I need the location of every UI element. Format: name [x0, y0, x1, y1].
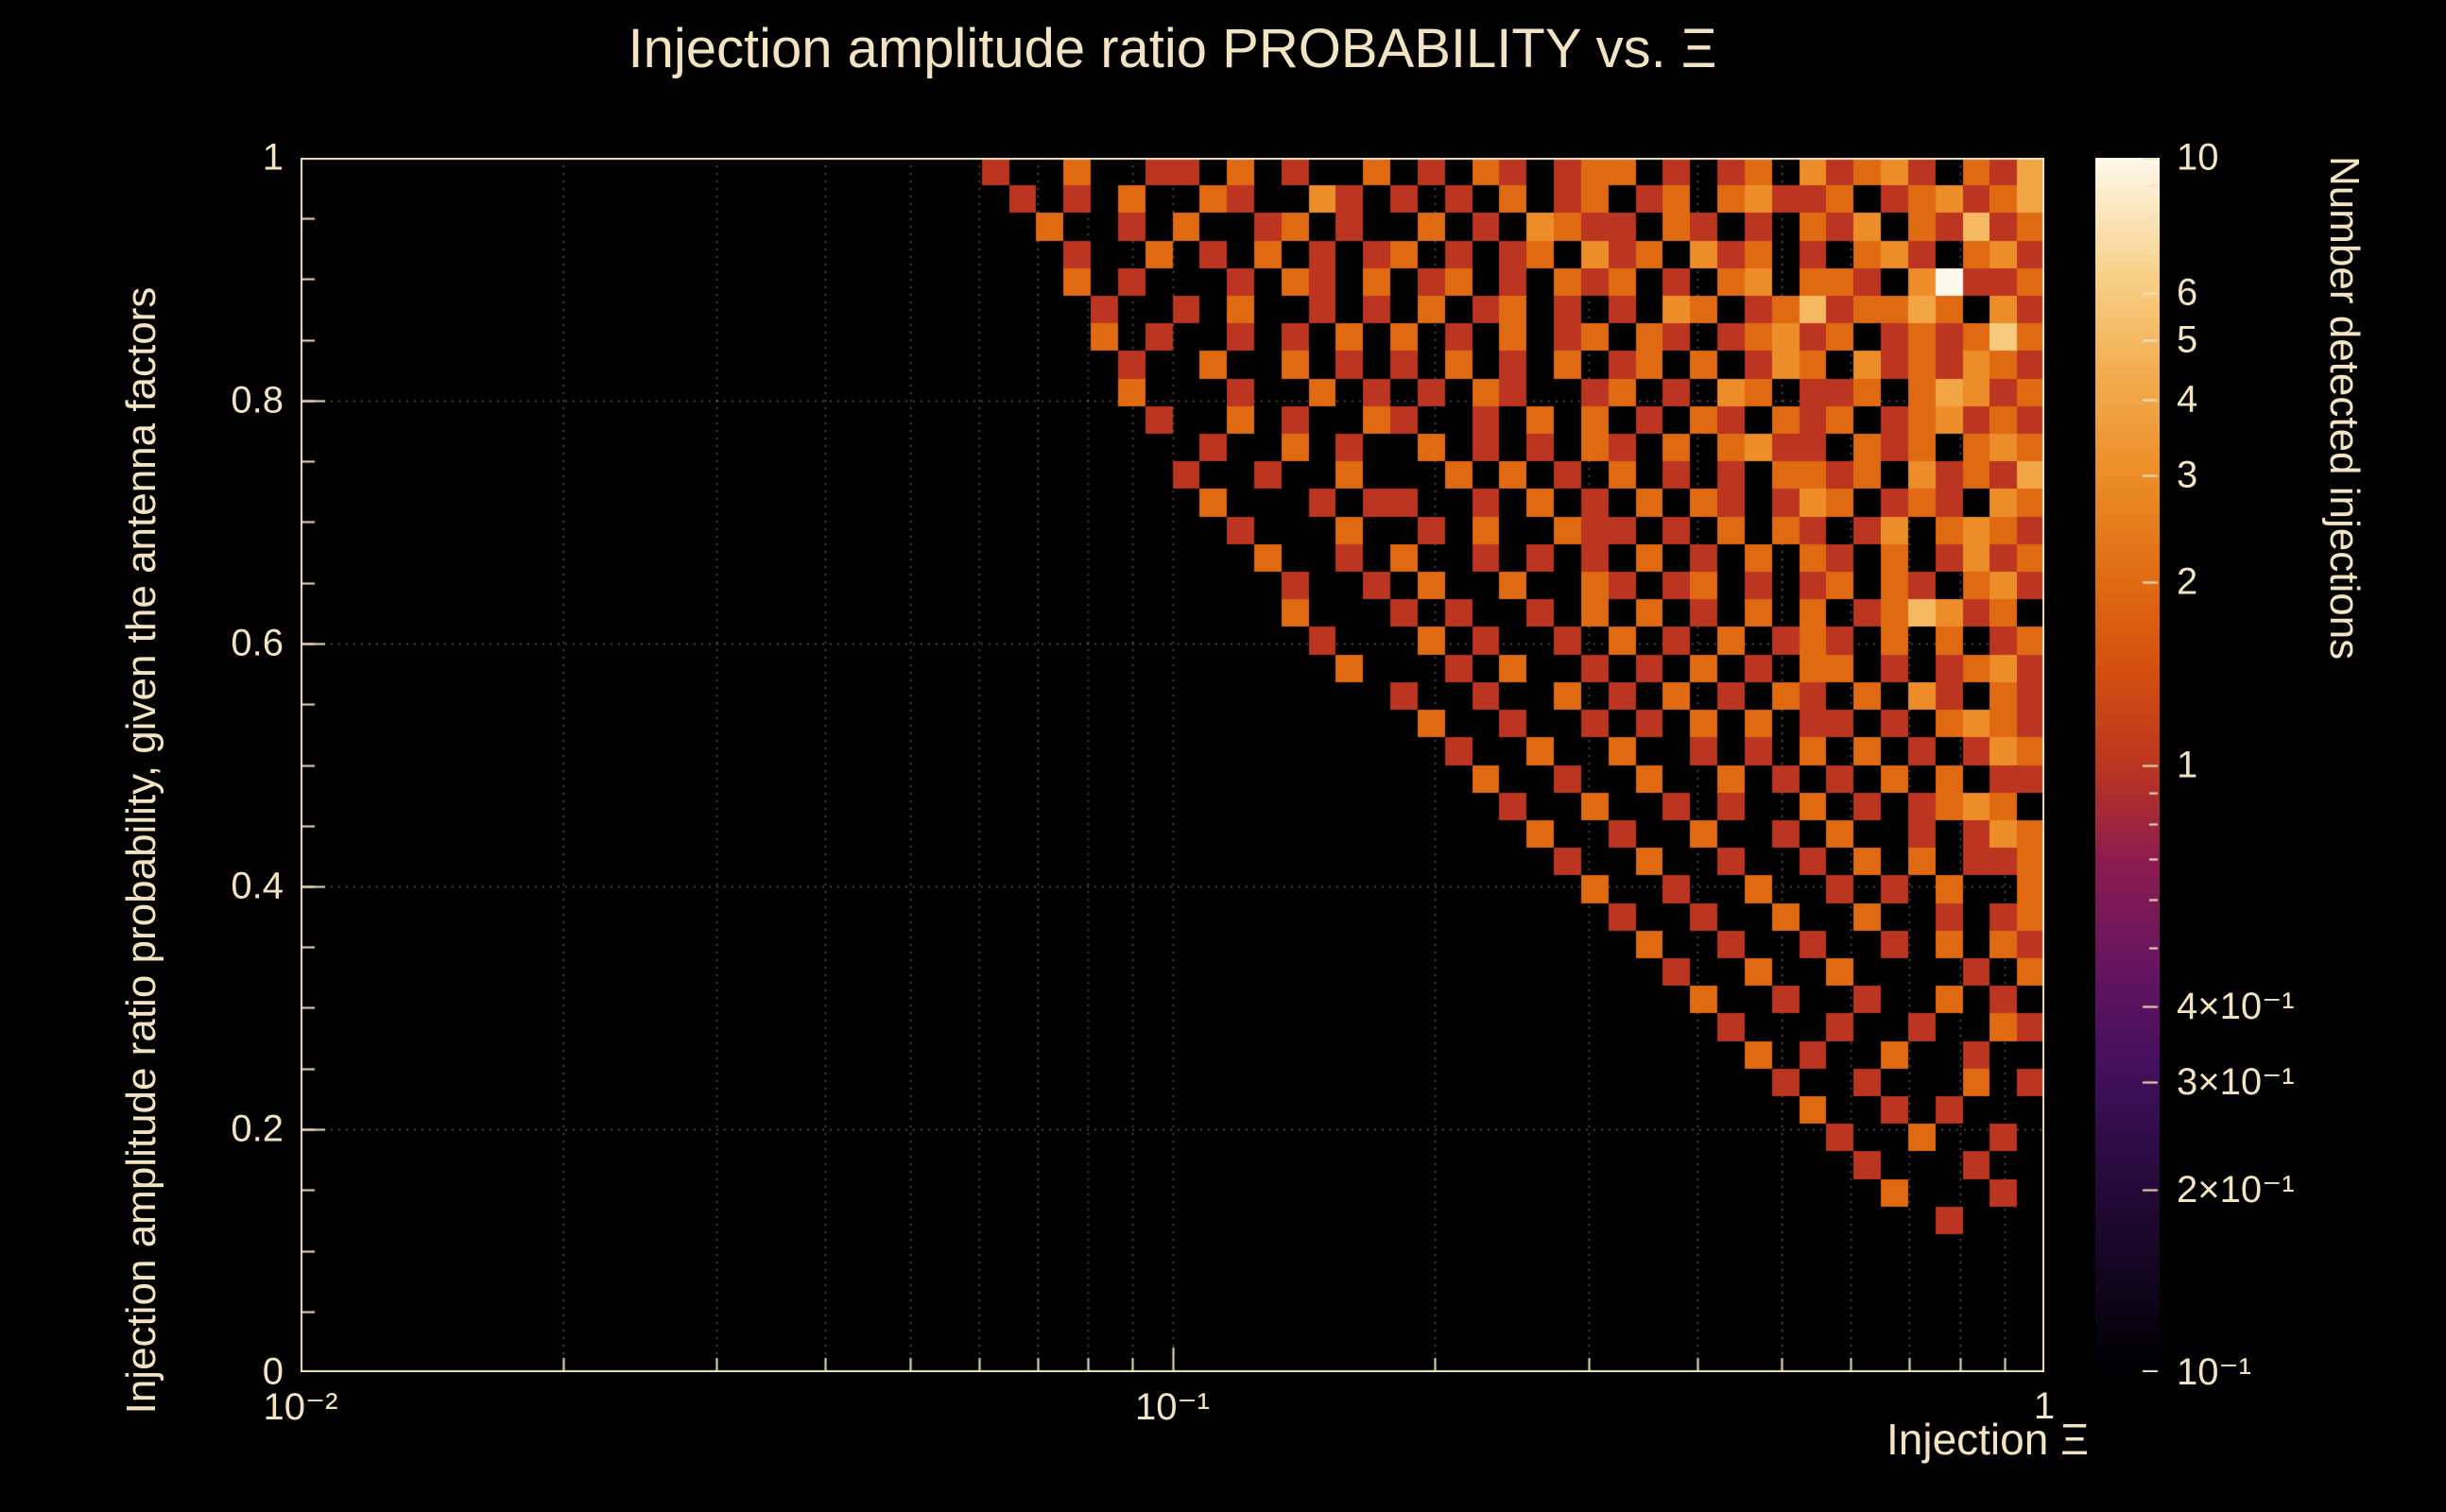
colorbar-tick-label: 2: [2177, 560, 2198, 603]
x-axis-title: Injection Ξ: [1886, 1415, 2089, 1464]
colorbar-title: Number detected injections: [2321, 156, 2368, 661]
y-tick-label: 0.2: [231, 1108, 284, 1150]
y-tick-label: 0.4: [231, 865, 284, 907]
colorbar-tick-label: 2×10⁻¹: [2177, 1168, 2295, 1211]
x-tick-label: 10⁻¹: [1135, 1386, 1210, 1428]
y-tick-label: 0: [262, 1350, 284, 1393]
y-tick-label: 1: [262, 136, 284, 179]
colorbar-canvas: [2095, 158, 2160, 1372]
chart-title: Injection amplitude ratio PROBABILITY vs…: [628, 18, 1717, 79]
colorbar-tick-label: 4: [2177, 378, 2198, 421]
colorbar-tick-label: 6: [2177, 271, 2198, 314]
heatmap-canvas: [301, 158, 2044, 1372]
colorbar-tick-label: 3×10⁻¹: [2177, 1061, 2295, 1104]
y-tick-label: 0.8: [231, 379, 284, 421]
colorbar-tick-label: 3: [2177, 454, 2198, 496]
colorbar-tick-label: 5: [2177, 318, 2198, 361]
colorbar-tick-label: 10: [2177, 136, 2219, 179]
x-tick-label: 10⁻²: [263, 1386, 338, 1428]
y-tick-label: 0.6: [231, 622, 284, 664]
colorbar-tick-label: 10⁻¹: [2177, 1351, 2251, 1393]
x-tick-label: 1: [2033, 1385, 2056, 1427]
y-axis-title: Injection amplitude ratio probability, g…: [118, 286, 164, 1415]
colorbar-tick-label: 1: [2177, 744, 2198, 785]
colorbar-tick-label: 4×10⁻¹: [2177, 986, 2295, 1028]
